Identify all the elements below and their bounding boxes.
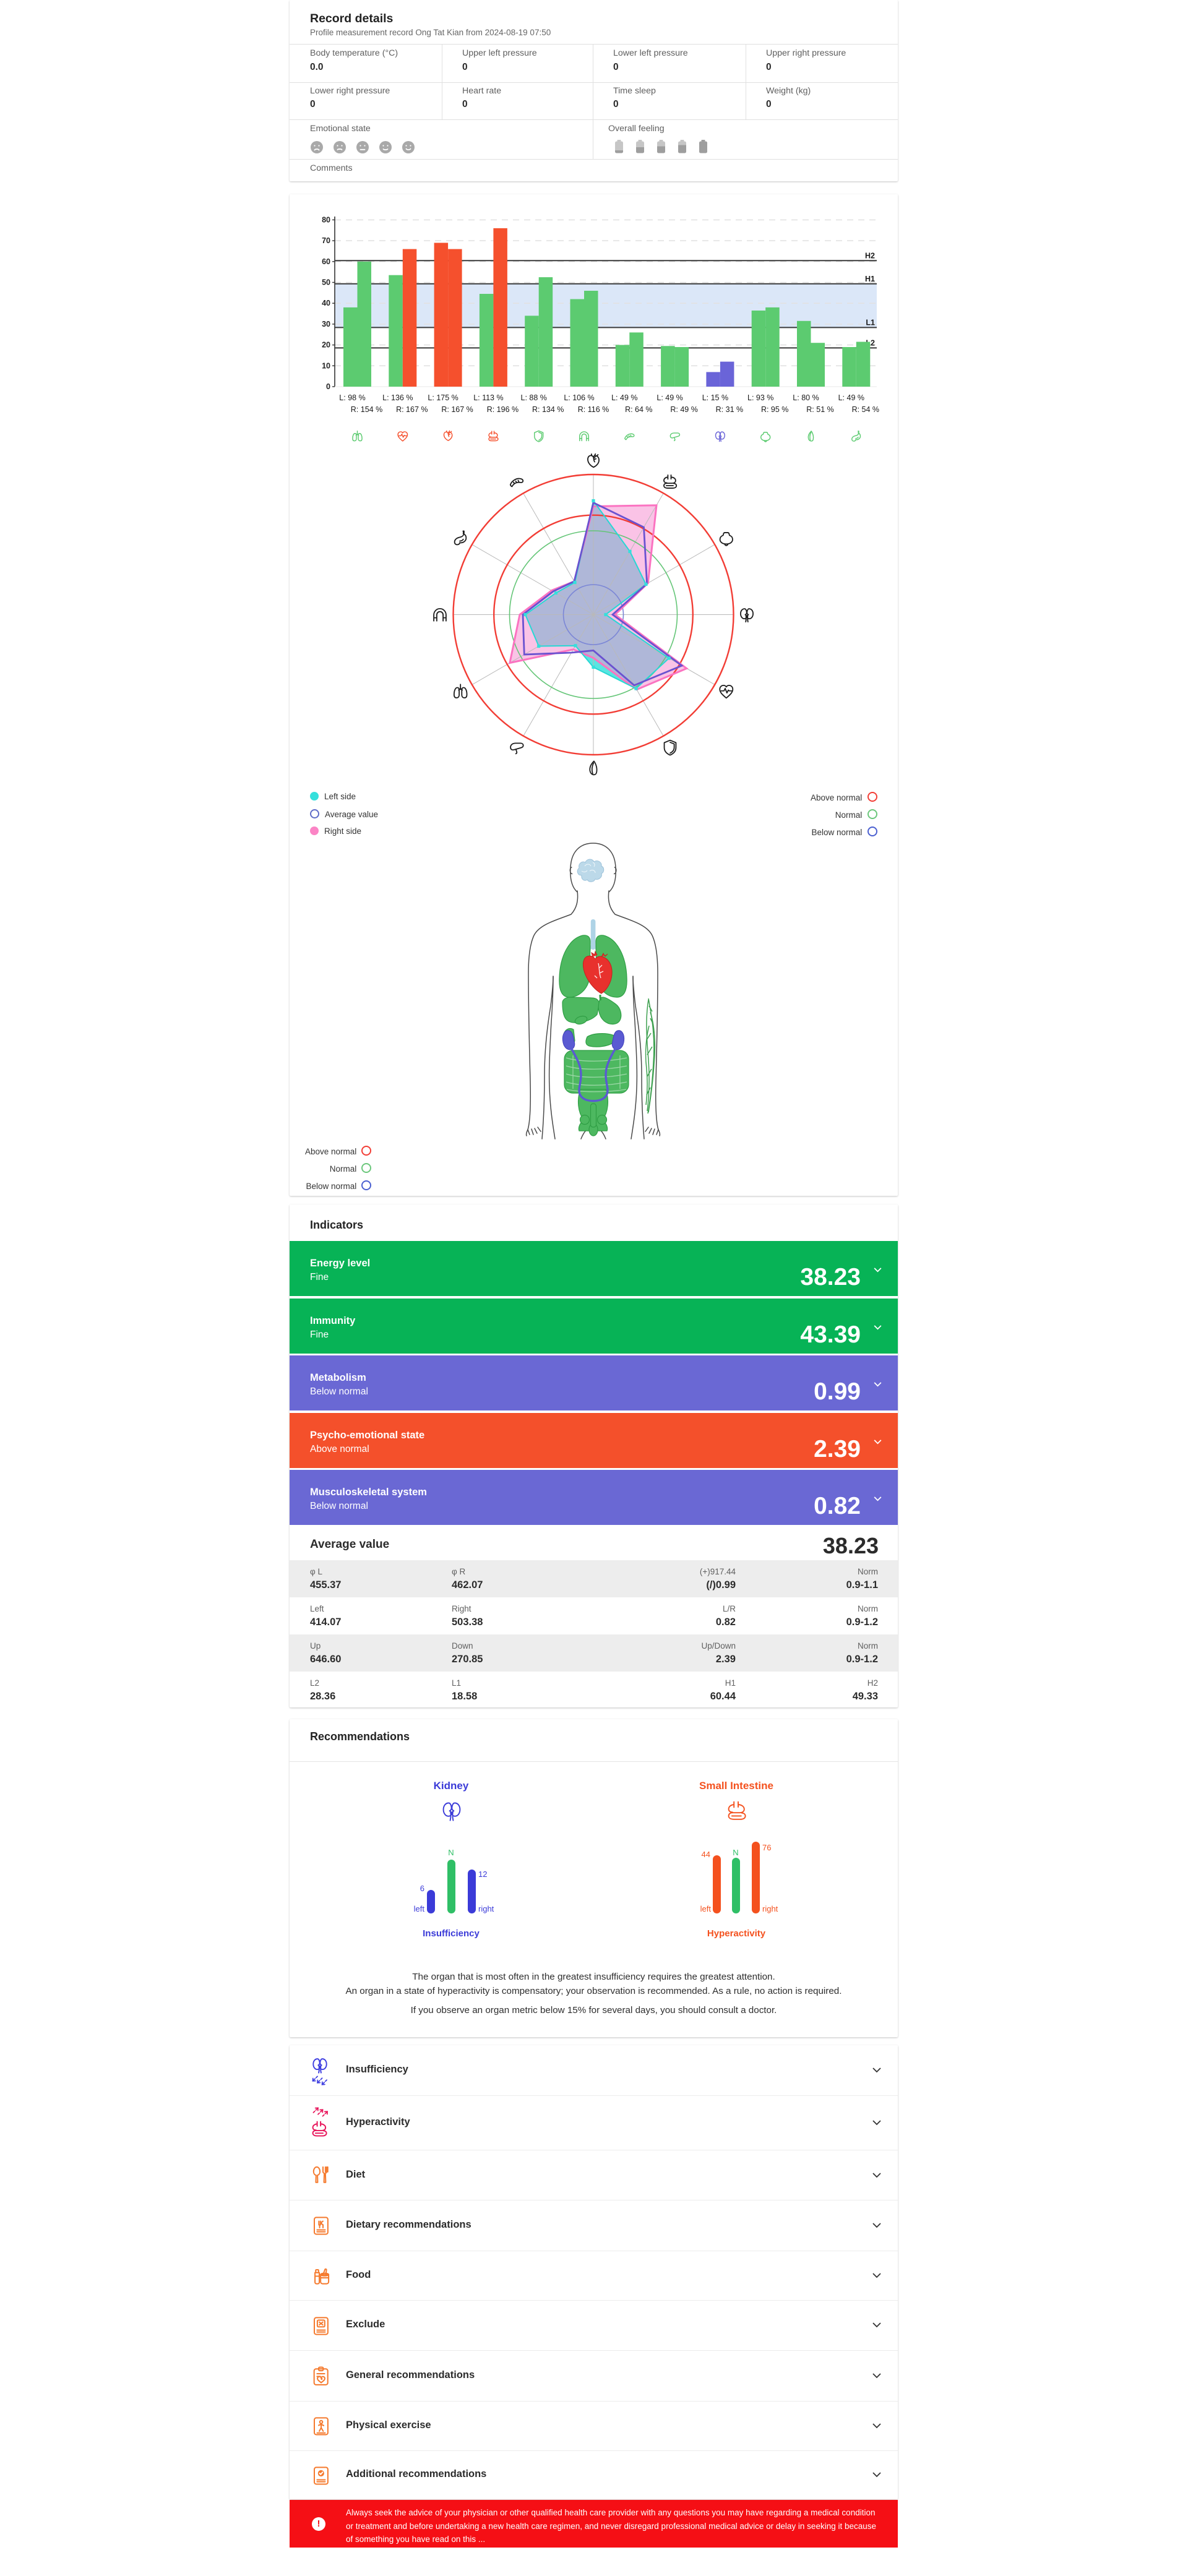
svg-text:70: 70 xyxy=(322,236,330,245)
svg-text:50: 50 xyxy=(322,278,330,287)
svg-text:R: 134 %: R: 134 % xyxy=(532,405,564,414)
svg-text:L: 15 %: L: 15 % xyxy=(702,393,728,402)
svg-text:R: 116 %: R: 116 % xyxy=(578,405,609,414)
svg-text:R: 49 %: R: 49 % xyxy=(670,405,697,414)
svg-text:L: 106 %: L: 106 % xyxy=(564,393,594,402)
svg-text:R: 167 %: R: 167 % xyxy=(396,405,428,414)
svg-text:L: 80 %: L: 80 % xyxy=(793,393,819,402)
svg-text:H1: H1 xyxy=(865,275,875,283)
svg-text:40: 40 xyxy=(322,299,330,307)
svg-text:80: 80 xyxy=(322,215,330,224)
svg-text:L: 49 %: L: 49 % xyxy=(656,393,682,402)
svg-text:R: 64 %: R: 64 % xyxy=(625,405,652,414)
svg-text:60: 60 xyxy=(322,257,330,266)
svg-text:H2: H2 xyxy=(865,251,875,260)
svg-text:L: 113 %: L: 113 % xyxy=(473,393,503,402)
svg-text:R: 167 %: R: 167 % xyxy=(441,405,473,414)
svg-text:L: 49 %: L: 49 % xyxy=(611,393,637,402)
svg-text:R: 31 %: R: 31 % xyxy=(716,405,743,414)
svg-text:L: 175 %: L: 175 % xyxy=(428,393,458,402)
svg-text:20: 20 xyxy=(322,341,330,350)
svg-text:R: 95 %: R: 95 % xyxy=(761,405,788,414)
svg-text:R: 196 %: R: 196 % xyxy=(487,405,519,414)
svg-text:R: 154 %: R: 154 % xyxy=(351,405,382,414)
svg-text:L: 88 %: L: 88 % xyxy=(521,393,547,402)
svg-text:L: 98 %: L: 98 % xyxy=(339,393,365,402)
svg-text:L: 136 %: L: 136 % xyxy=(382,393,413,402)
svg-text:R: 54 %: R: 54 % xyxy=(852,405,879,414)
svg-text:L1: L1 xyxy=(866,318,875,327)
svg-text:L: 49 %: L: 49 % xyxy=(838,393,864,402)
svg-text:R: 51 %: R: 51 % xyxy=(806,405,833,414)
svg-text:10: 10 xyxy=(322,361,330,370)
svg-text:30: 30 xyxy=(322,320,330,328)
svg-text:L: 93 %: L: 93 % xyxy=(747,393,773,402)
svg-text:0: 0 xyxy=(326,382,330,391)
